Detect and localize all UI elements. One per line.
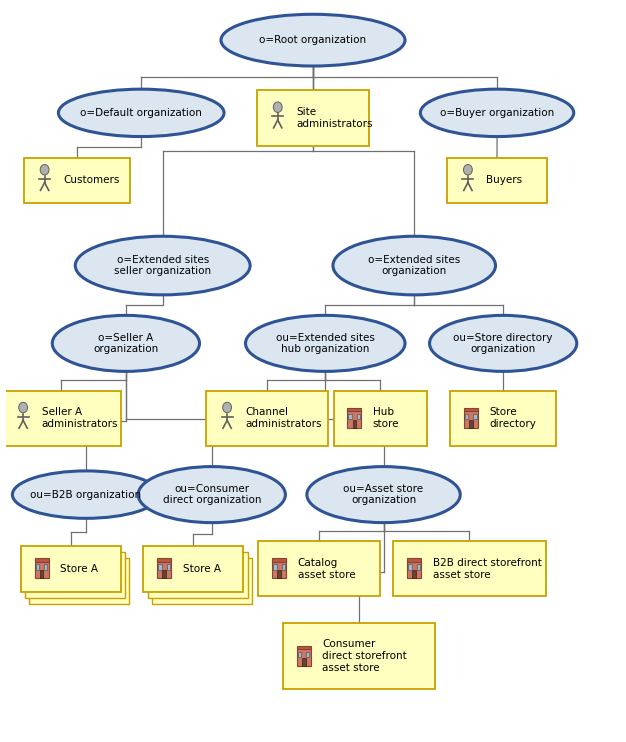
FancyBboxPatch shape bbox=[257, 91, 369, 145]
FancyBboxPatch shape bbox=[206, 390, 328, 446]
FancyBboxPatch shape bbox=[21, 546, 121, 591]
FancyBboxPatch shape bbox=[25, 552, 125, 598]
FancyBboxPatch shape bbox=[283, 623, 435, 689]
Text: Buyers: Buyers bbox=[486, 176, 523, 186]
FancyBboxPatch shape bbox=[167, 565, 170, 570]
FancyBboxPatch shape bbox=[334, 390, 428, 446]
FancyBboxPatch shape bbox=[39, 571, 43, 578]
FancyBboxPatch shape bbox=[158, 565, 162, 570]
FancyBboxPatch shape bbox=[272, 559, 286, 562]
Ellipse shape bbox=[221, 14, 405, 66]
FancyBboxPatch shape bbox=[469, 420, 473, 427]
FancyBboxPatch shape bbox=[274, 565, 277, 570]
FancyBboxPatch shape bbox=[450, 390, 557, 446]
Ellipse shape bbox=[58, 89, 224, 137]
Ellipse shape bbox=[421, 89, 573, 137]
FancyBboxPatch shape bbox=[408, 565, 411, 570]
Text: ou=Extended sites
hub organization: ou=Extended sites hub organization bbox=[276, 332, 375, 354]
FancyBboxPatch shape bbox=[357, 414, 360, 419]
FancyBboxPatch shape bbox=[306, 651, 309, 657]
Ellipse shape bbox=[75, 236, 250, 295]
FancyBboxPatch shape bbox=[162, 571, 166, 578]
Ellipse shape bbox=[138, 467, 285, 522]
FancyBboxPatch shape bbox=[297, 648, 311, 666]
Ellipse shape bbox=[53, 315, 200, 372]
Text: ou=B2B organization: ou=B2B organization bbox=[31, 490, 141, 499]
Circle shape bbox=[463, 165, 473, 175]
Text: ou=Asset store
organization: ou=Asset store organization bbox=[344, 484, 424, 505]
FancyBboxPatch shape bbox=[465, 414, 468, 419]
FancyBboxPatch shape bbox=[282, 565, 285, 570]
Text: Consumer
direct storefront
asset store: Consumer direct storefront asset store bbox=[322, 640, 407, 673]
FancyBboxPatch shape bbox=[407, 559, 421, 562]
FancyBboxPatch shape bbox=[44, 565, 47, 570]
FancyBboxPatch shape bbox=[29, 558, 129, 604]
Text: o=Extended sites
organization: o=Extended sites organization bbox=[368, 255, 460, 276]
FancyBboxPatch shape bbox=[297, 646, 311, 649]
FancyBboxPatch shape bbox=[417, 565, 420, 570]
Text: o=Root organization: o=Root organization bbox=[259, 35, 367, 45]
FancyBboxPatch shape bbox=[272, 560, 286, 578]
Ellipse shape bbox=[307, 467, 460, 522]
Ellipse shape bbox=[13, 471, 160, 519]
Text: Store A: Store A bbox=[183, 564, 220, 574]
FancyBboxPatch shape bbox=[148, 552, 248, 598]
FancyBboxPatch shape bbox=[347, 410, 361, 427]
FancyBboxPatch shape bbox=[34, 559, 49, 562]
Text: Site
administrators: Site administrators bbox=[296, 107, 372, 129]
Text: o=Extended sites
seller organization: o=Extended sites seller organization bbox=[114, 255, 211, 276]
Text: Channel
administrators: Channel administrators bbox=[245, 407, 322, 429]
Circle shape bbox=[223, 402, 232, 413]
FancyBboxPatch shape bbox=[298, 651, 301, 657]
FancyBboxPatch shape bbox=[24, 157, 130, 203]
FancyBboxPatch shape bbox=[464, 410, 478, 427]
FancyBboxPatch shape bbox=[34, 560, 49, 578]
FancyBboxPatch shape bbox=[407, 560, 421, 578]
FancyBboxPatch shape bbox=[464, 408, 478, 411]
FancyBboxPatch shape bbox=[447, 157, 547, 203]
FancyBboxPatch shape bbox=[413, 571, 416, 578]
FancyBboxPatch shape bbox=[349, 414, 352, 419]
FancyBboxPatch shape bbox=[352, 420, 356, 427]
Text: o=Seller A
organization: o=Seller A organization bbox=[93, 332, 158, 354]
Text: Catalog
asset store: Catalog asset store bbox=[298, 558, 356, 580]
Text: Store
directory: Store directory bbox=[490, 407, 536, 429]
Circle shape bbox=[40, 165, 49, 175]
Text: Hub
store: Hub store bbox=[373, 407, 399, 429]
Text: o=Buyer organization: o=Buyer organization bbox=[440, 108, 554, 118]
FancyBboxPatch shape bbox=[393, 541, 545, 597]
Text: ou=Store directory
organization: ou=Store directory organization bbox=[453, 332, 553, 354]
FancyBboxPatch shape bbox=[157, 559, 172, 562]
Text: Seller A
administrators: Seller A administrators bbox=[41, 407, 118, 429]
Text: ou=Consumer
direct organization: ou=Consumer direct organization bbox=[163, 484, 261, 505]
FancyBboxPatch shape bbox=[3, 390, 121, 446]
Ellipse shape bbox=[245, 315, 405, 372]
Text: o=Default organization: o=Default organization bbox=[80, 108, 202, 118]
Text: Store A: Store A bbox=[60, 564, 98, 574]
FancyBboxPatch shape bbox=[157, 560, 172, 578]
FancyBboxPatch shape bbox=[152, 558, 252, 604]
FancyBboxPatch shape bbox=[473, 414, 476, 419]
Text: B2B direct storefront
asset store: B2B direct storefront asset store bbox=[433, 558, 541, 580]
Circle shape bbox=[274, 102, 282, 113]
Ellipse shape bbox=[429, 315, 577, 372]
FancyBboxPatch shape bbox=[143, 546, 244, 591]
FancyBboxPatch shape bbox=[259, 541, 380, 597]
FancyBboxPatch shape bbox=[347, 408, 361, 411]
FancyBboxPatch shape bbox=[277, 571, 281, 578]
Ellipse shape bbox=[333, 236, 496, 295]
Text: Customers: Customers bbox=[63, 176, 120, 186]
FancyBboxPatch shape bbox=[302, 657, 305, 666]
Circle shape bbox=[19, 402, 28, 413]
FancyBboxPatch shape bbox=[36, 565, 39, 570]
